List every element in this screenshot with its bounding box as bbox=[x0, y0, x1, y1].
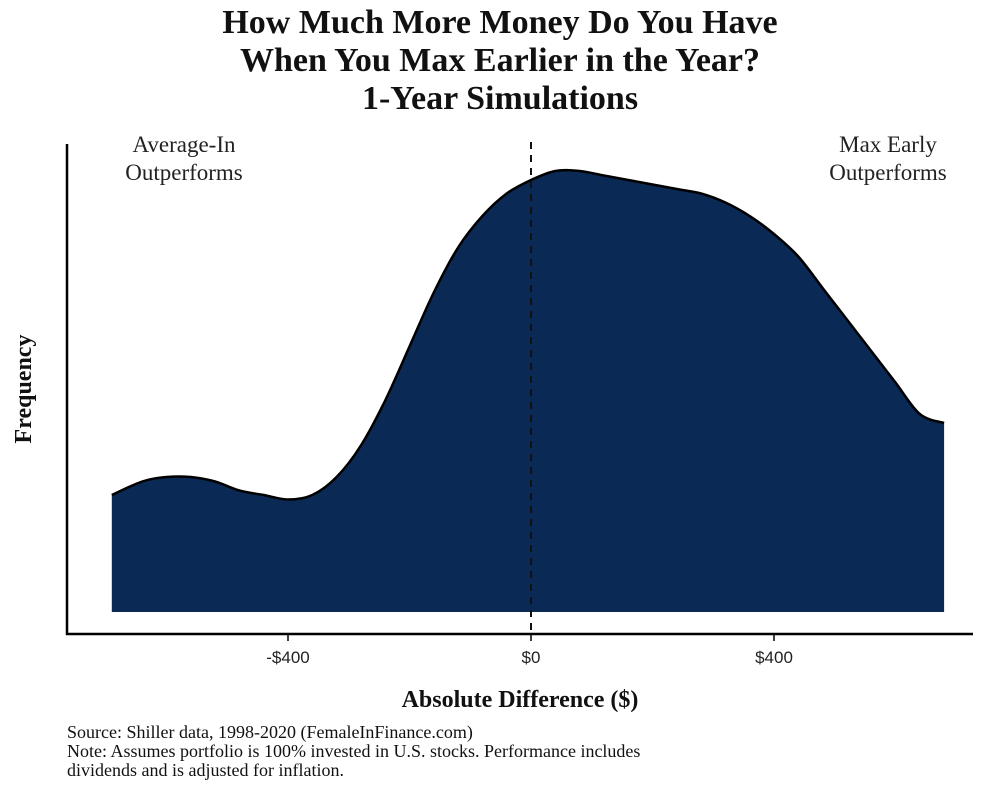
annotation-left-line-2: Outperforms bbox=[125, 160, 243, 185]
x-ticks: -$400 $0 $400 bbox=[266, 634, 793, 667]
title-line-1: How Much More Money Do You Have bbox=[222, 4, 778, 41]
chart-title: How Much More Money Do You Have When You… bbox=[0, 4, 1000, 118]
title-line-3: 1-Year Simulations bbox=[361, 80, 639, 117]
x-axis-label: Absolute Difference ($) bbox=[402, 687, 639, 713]
footer-source: Source: Shiller data, 1998-2020 (FemaleI… bbox=[67, 722, 473, 742]
x-tick-label: -$400 bbox=[266, 648, 309, 667]
annotation-right-line-1: Max Early bbox=[839, 132, 937, 157]
chart-footer: Source: Shiller data, 1998-2020 (FemaleI… bbox=[67, 723, 987, 780]
density-area bbox=[111, 170, 945, 613]
title-line-2: When You Max Earlier in the Year? bbox=[239, 42, 761, 79]
annotation-right-line-2: Outperforms bbox=[829, 160, 947, 185]
annotation-left-line-1: Average-In bbox=[132, 132, 236, 157]
density-outline bbox=[111, 168, 945, 501]
area-layer bbox=[111, 168, 945, 613]
footer-note-line-2: dividends and is adjusted for inflation. bbox=[67, 760, 344, 780]
footer-note-line-1: Note: Assumes portfolio is 100% invested… bbox=[67, 741, 641, 761]
y-axis-label: Frequency bbox=[11, 335, 37, 444]
x-tick-label: $400 bbox=[755, 648, 793, 667]
x-tick-label: $0 bbox=[522, 648, 541, 667]
